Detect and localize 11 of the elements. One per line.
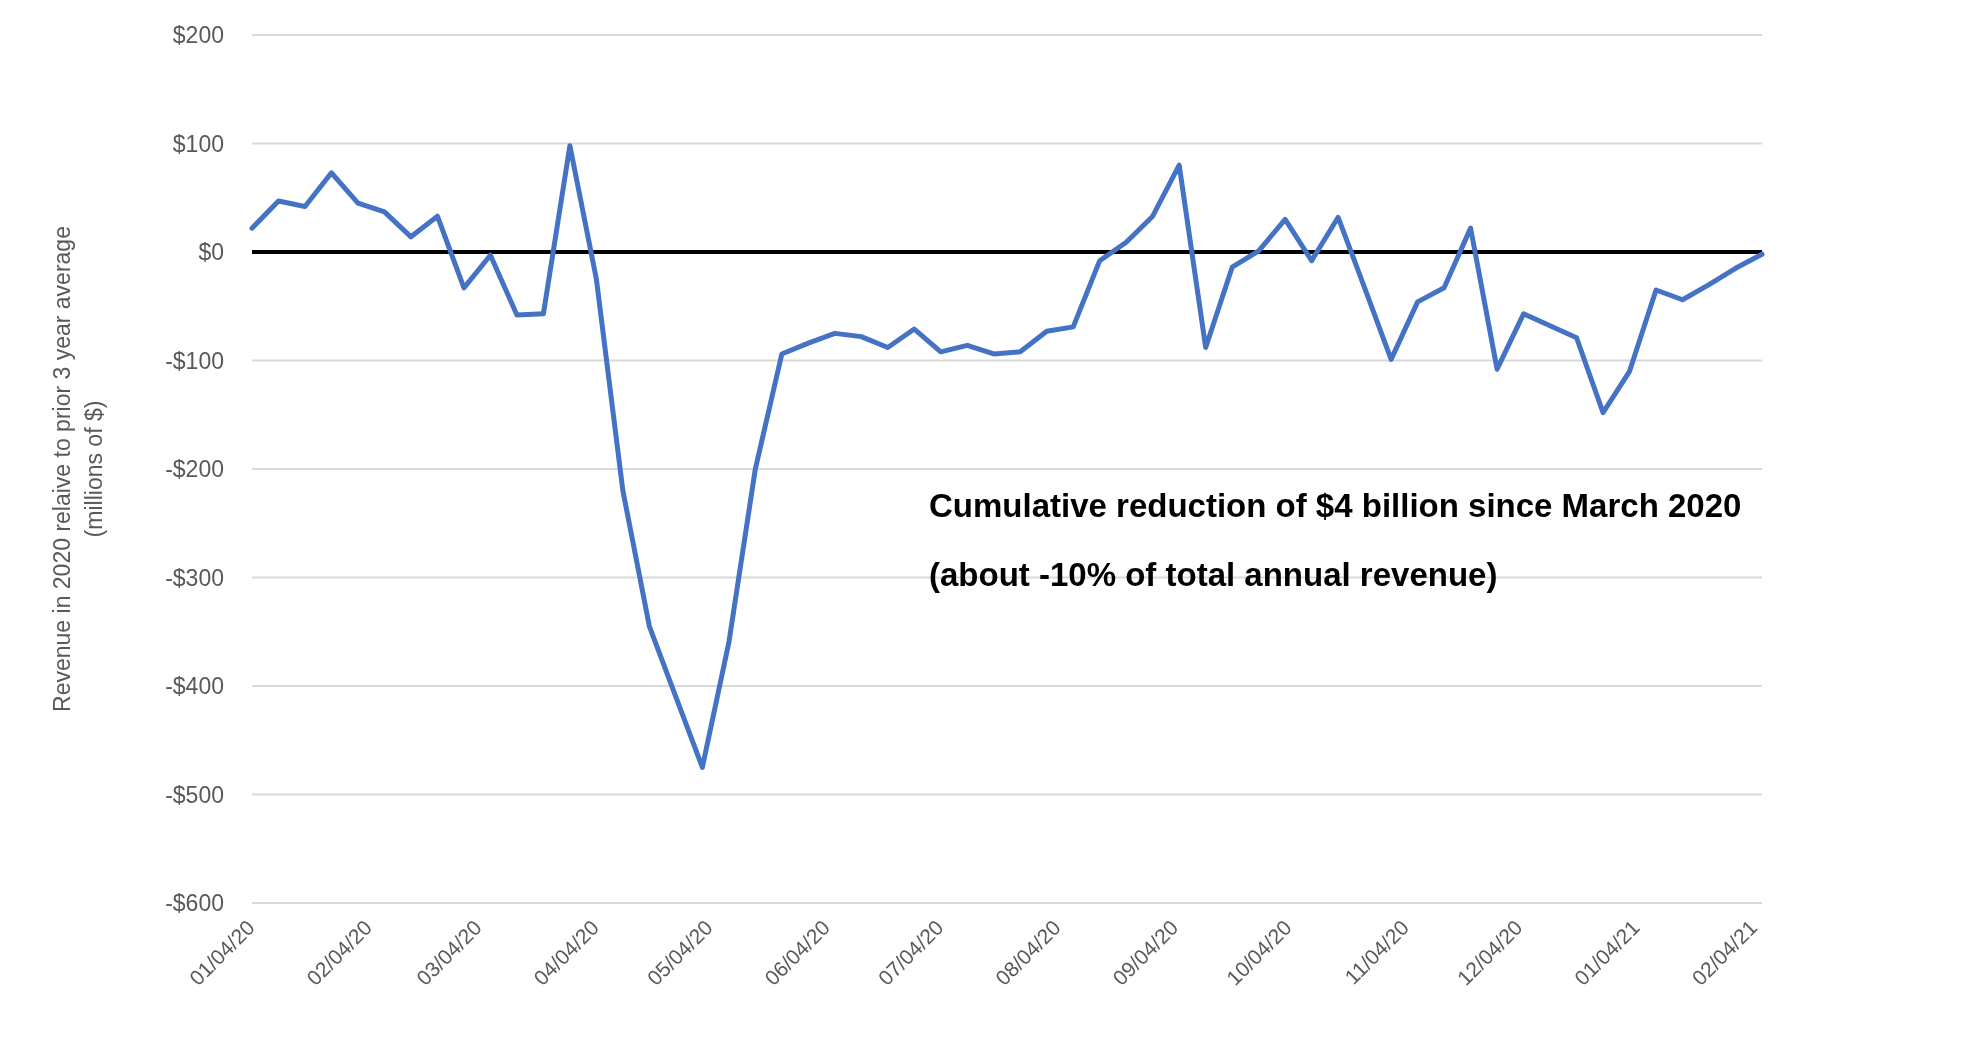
annotation: Cumulative reduction of $4 billion since March 2020 (about -10% of total annual revenue): [929, 487, 1742, 593]
y-axis-title: Revenue in 2020 relaive to prior 3 year average (millions of $): [49, 226, 107, 712]
y-tick-label: -$300: [165, 564, 224, 591]
y-tick-label: $0: [198, 239, 224, 266]
y-tick-label: -$600: [165, 890, 224, 917]
y-tick-label: -$200: [165, 456, 224, 483]
y-tick-label: $200: [172, 22, 224, 49]
y-tick-label: -$500: [165, 781, 224, 808]
y-tick-label: -$400: [165, 673, 224, 700]
y-tick-label: $100: [172, 130, 224, 157]
y-tick-label: -$100: [165, 347, 224, 374]
